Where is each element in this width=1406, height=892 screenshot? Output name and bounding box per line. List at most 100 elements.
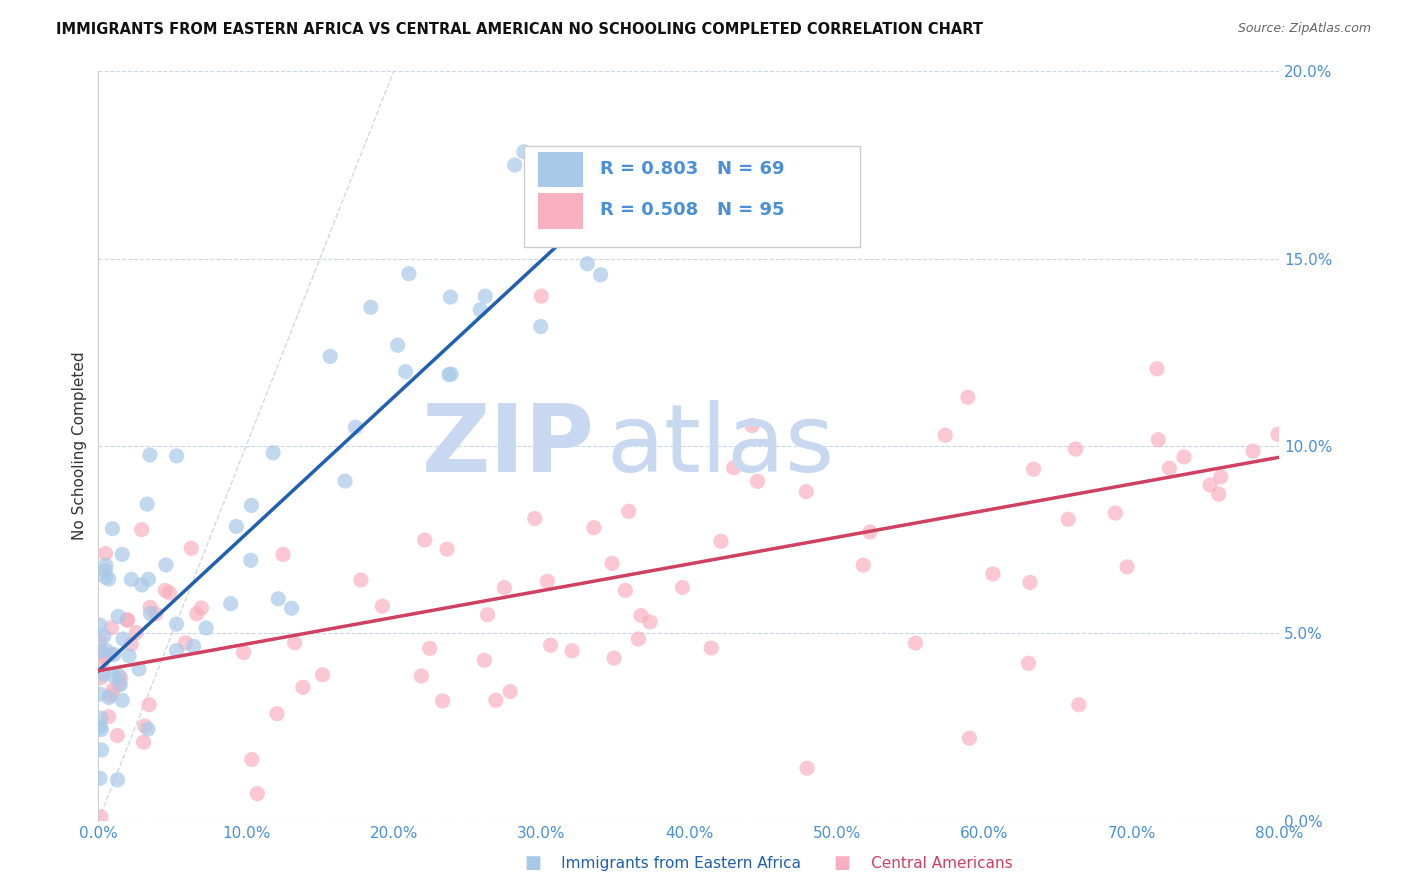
Point [131, 578, 153, 592]
Point [1018, 657, 1040, 671]
Point [91, 667, 114, 681]
Point [131, 523, 153, 537]
Point [139, 448, 162, 462]
Point [89, 772, 111, 786]
Point [284, 636, 307, 650]
Point [107, 668, 129, 682]
FancyBboxPatch shape [523, 146, 860, 247]
Point [1022, 462, 1045, 476]
Point [603, 651, 626, 665]
Point [1057, 512, 1080, 526]
Point [240, 752, 263, 766]
Point [1173, 450, 1195, 464]
Point [436, 542, 458, 557]
Point [1067, 698, 1090, 712]
Point [959, 731, 981, 746]
Point [246, 787, 269, 801]
Point [536, 212, 558, 227]
Point [111, 548, 134, 562]
Point [145, 607, 167, 621]
Point [600, 557, 623, 571]
Point [100, 621, 122, 635]
Point [90, 644, 112, 658]
Point [89, 633, 111, 648]
Point [796, 761, 818, 775]
Point [240, 499, 263, 513]
Point [110, 671, 132, 685]
Point [485, 693, 508, 707]
Point [90, 743, 112, 757]
Point [195, 621, 218, 635]
Text: Source: ZipAtlas.com: Source: ZipAtlas.com [1237, 22, 1371, 36]
Point [97, 572, 120, 586]
Point [387, 338, 409, 352]
Point [107, 677, 129, 691]
Point [190, 601, 212, 615]
Point [440, 367, 463, 381]
Point [536, 574, 558, 589]
Point [120, 573, 142, 587]
Text: Immigrants from Eastern Africa: Immigrants from Eastern Africa [527, 856, 801, 871]
Point [513, 145, 536, 159]
Point [852, 558, 875, 572]
Point [419, 641, 441, 656]
Point [219, 597, 242, 611]
Point [132, 735, 155, 749]
Point [118, 648, 141, 663]
Point [134, 719, 156, 733]
Text: R = 0.508   N = 95: R = 0.508 N = 95 [600, 201, 785, 219]
Point [494, 581, 516, 595]
Point [271, 548, 294, 562]
Point [159, 586, 181, 600]
Point [671, 581, 693, 595]
Point [111, 693, 134, 707]
Point [105, 729, 128, 743]
Point [710, 534, 733, 549]
Point [398, 267, 420, 281]
Point [280, 601, 302, 615]
Point [239, 553, 262, 567]
Point [627, 632, 650, 646]
Point [128, 662, 150, 676]
Point [101, 522, 124, 536]
Point [155, 583, 177, 598]
Point [94, 564, 117, 578]
Point [477, 607, 499, 622]
Point [94, 570, 117, 584]
Point [747, 475, 769, 489]
Point [90, 657, 112, 671]
Point [638, 615, 661, 629]
Point [503, 158, 526, 172]
Point [90, 671, 112, 685]
Point [100, 648, 122, 662]
Point [540, 638, 562, 652]
Point [576, 257, 599, 271]
Point [561, 644, 583, 658]
Point [103, 648, 125, 662]
Point [112, 632, 135, 646]
Point [499, 684, 522, 698]
Point [186, 607, 208, 621]
Text: atlas: atlas [606, 400, 835, 492]
Point [350, 573, 373, 587]
Point [956, 390, 979, 404]
Text: ■: ■ [524, 855, 541, 872]
Point [371, 599, 394, 614]
Text: Central Americans: Central Americans [837, 856, 1012, 871]
Point [439, 290, 461, 304]
Point [136, 497, 159, 511]
Point [981, 566, 1004, 581]
Point [174, 636, 197, 650]
Point [90, 711, 112, 725]
Point [183, 640, 205, 654]
Point [529, 219, 551, 233]
Point [593, 220, 616, 235]
Point [89, 720, 111, 734]
Point [90, 810, 112, 824]
Point [97, 690, 120, 705]
Point [630, 608, 652, 623]
Point [1064, 442, 1087, 456]
Point [1209, 470, 1232, 484]
Point [523, 511, 546, 525]
Point [232, 645, 254, 659]
